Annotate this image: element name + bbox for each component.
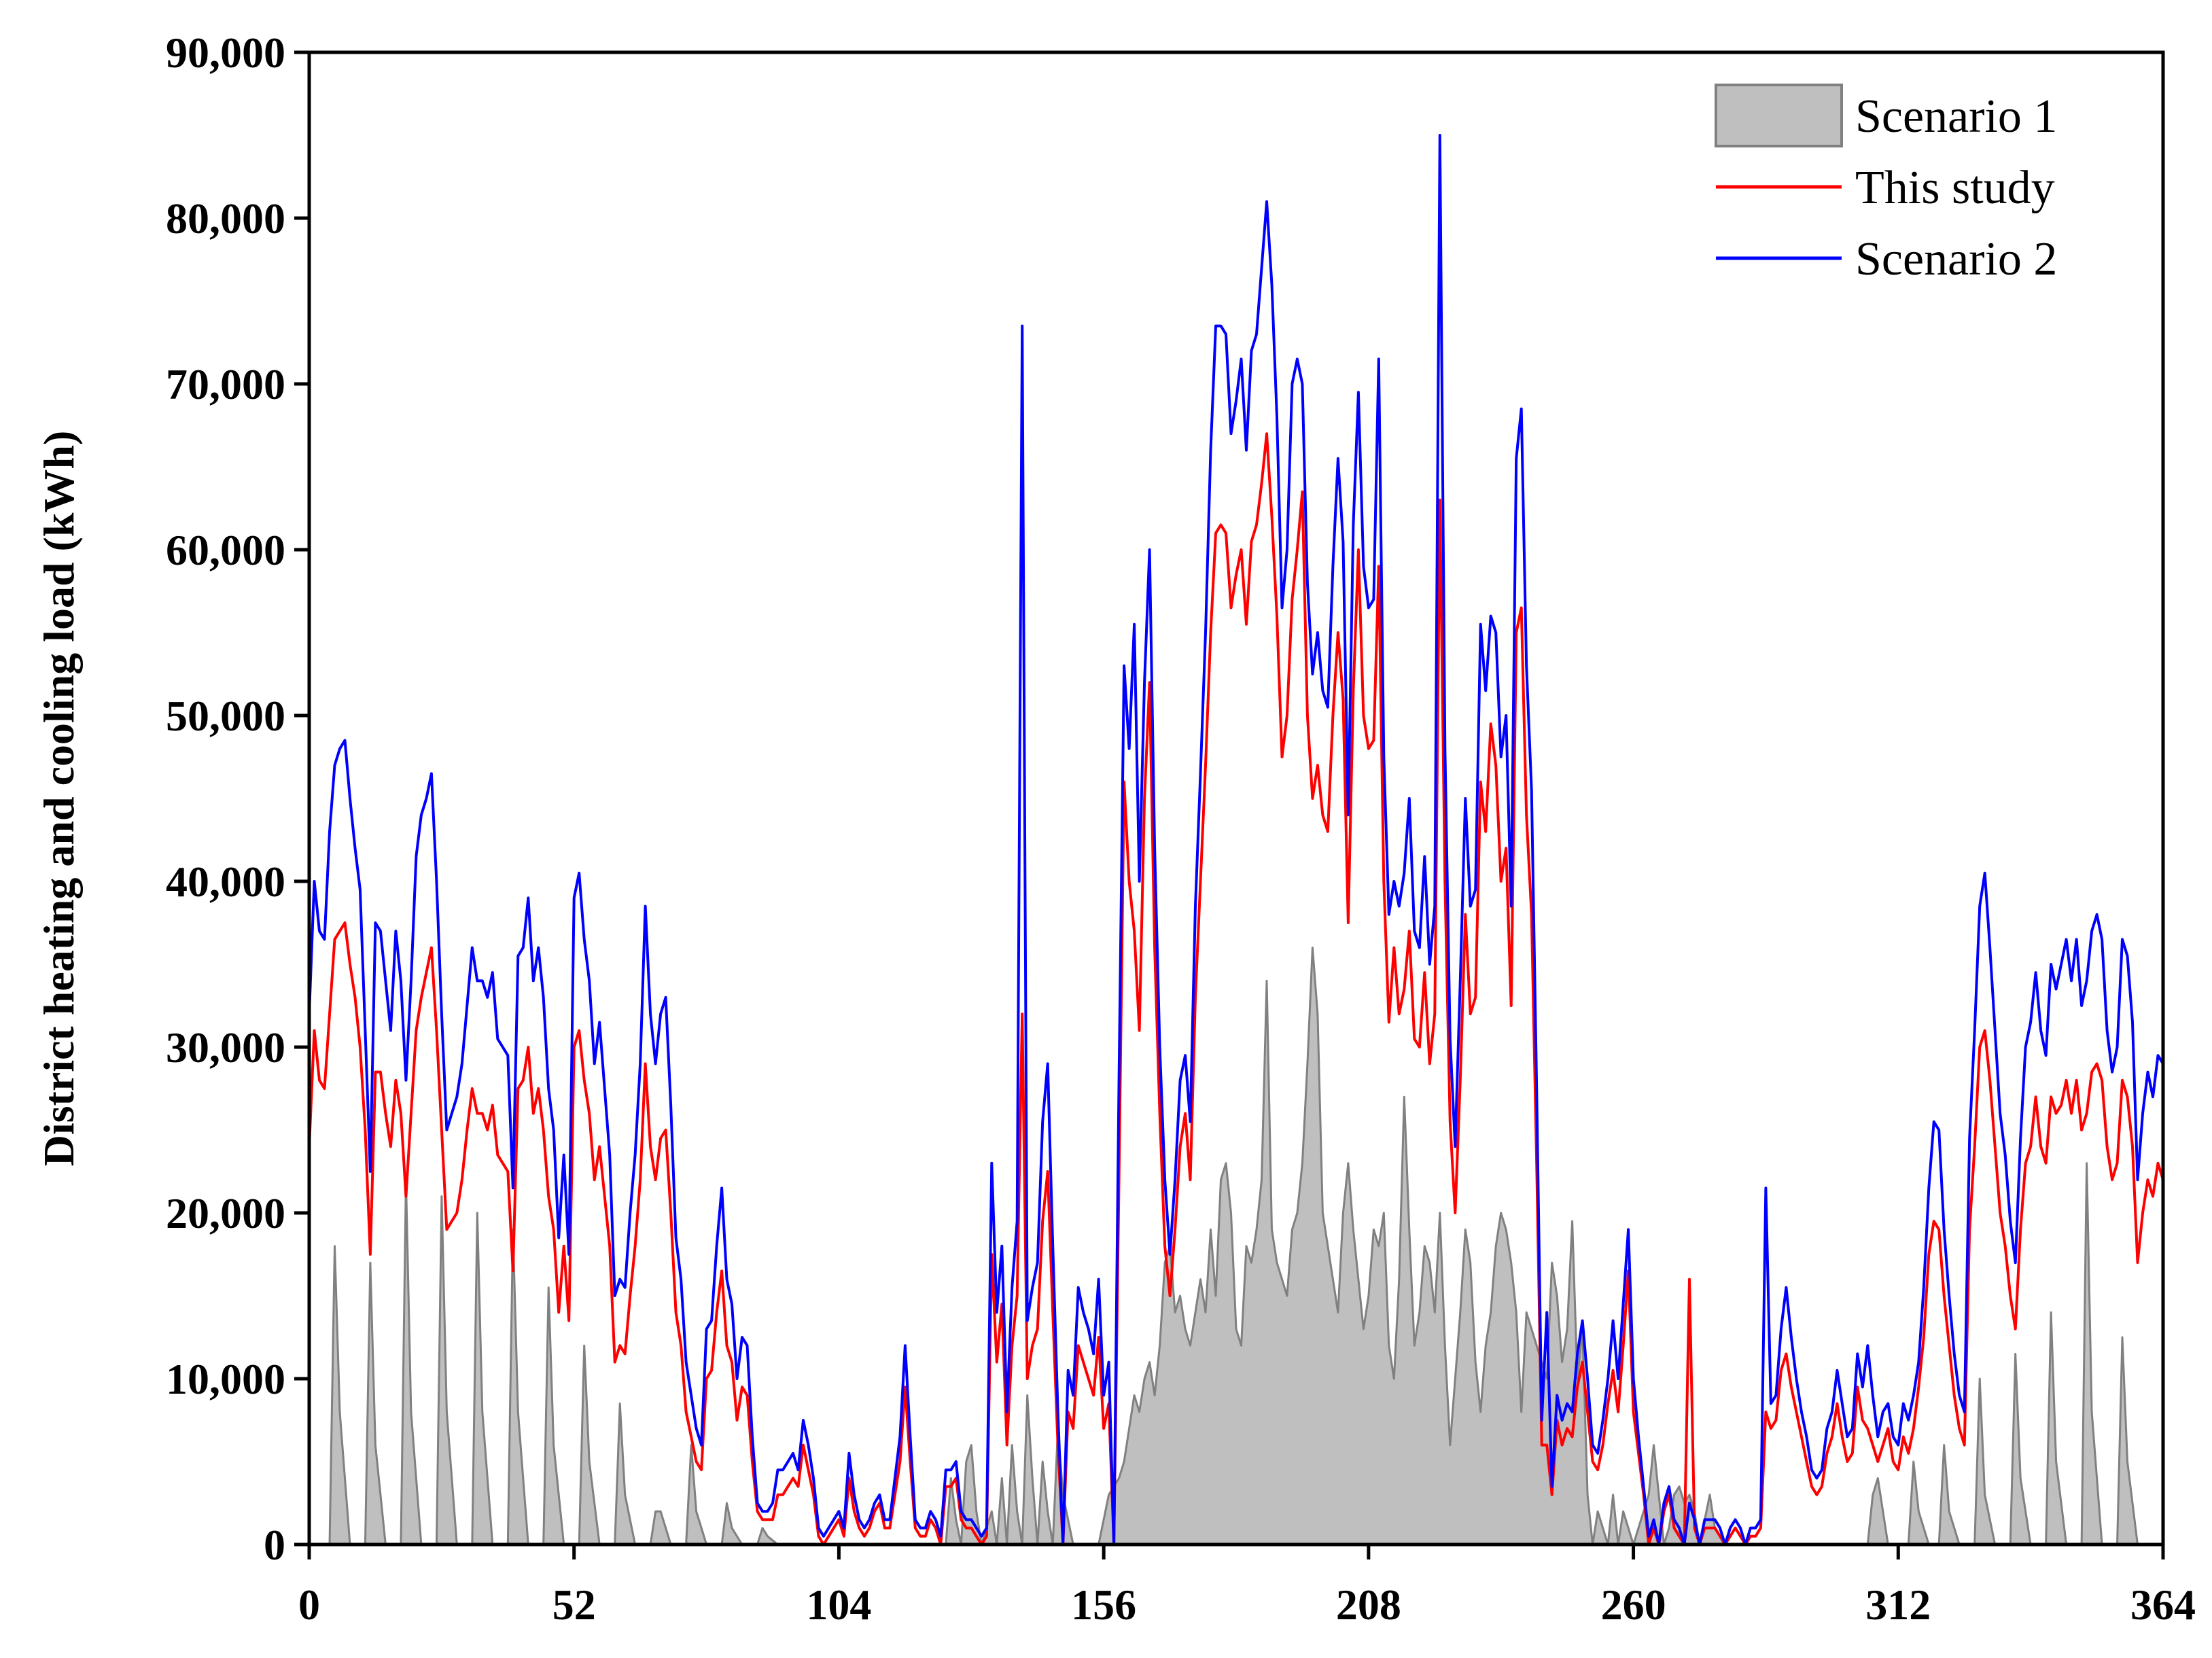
y-tick-label: 80,000	[166, 194, 285, 243]
legend: Scenario 1 This study Scenario 2	[1715, 84, 2057, 285]
x-tick-label: 364	[2130, 1581, 2196, 1629]
y-tick-label: 30,000	[166, 1023, 285, 1072]
y-tick-label: 10,000	[166, 1355, 285, 1403]
y-tick-label: 40,000	[166, 858, 285, 906]
legend-label: This study	[1855, 162, 2055, 214]
x-tick-label: 260	[1601, 1581, 1666, 1629]
y-axis-label: District heating and cooling load (kWh)	[35, 431, 83, 1167]
y-tick-label: 20,000	[166, 1189, 285, 1237]
x-tick-label: 312	[1865, 1581, 1931, 1629]
legend-label: Scenario 1	[1855, 90, 2057, 143]
y-tick-label: 70,000	[166, 360, 285, 408]
y-tick-label: 90,000	[166, 29, 285, 77]
legend-label: Scenario 2	[1855, 233, 2057, 285]
x-tick-label: 52	[552, 1581, 596, 1629]
x-tick-label: 156	[1071, 1581, 1136, 1629]
plot-frame	[307, 50, 2165, 1547]
series-line-this-study	[308, 432, 2164, 1546]
y-axis-ticks: 0 10,000 20,000 30,000 40,000 50,000 60,000 70,…	[166, 29, 309, 1569]
plot-area	[308, 134, 2164, 1546]
x-axis-ticks: 0 52 104 156 208 260 312 364	[298, 1545, 2196, 1629]
x-tick-label: 104	[806, 1581, 871, 1629]
series-area-scenario-1	[308, 947, 2164, 1546]
series-line-scenario-2	[308, 134, 2164, 1546]
legend-swatch-area	[1715, 84, 1843, 147]
x-tick-label: 0	[298, 1581, 320, 1629]
x-tick-label: 208	[1336, 1581, 1401, 1629]
y-tick-label: 50,000	[166, 692, 285, 740]
y-tick-label: 60,000	[166, 526, 285, 574]
y-tick-label: 0	[264, 1521, 285, 1569]
